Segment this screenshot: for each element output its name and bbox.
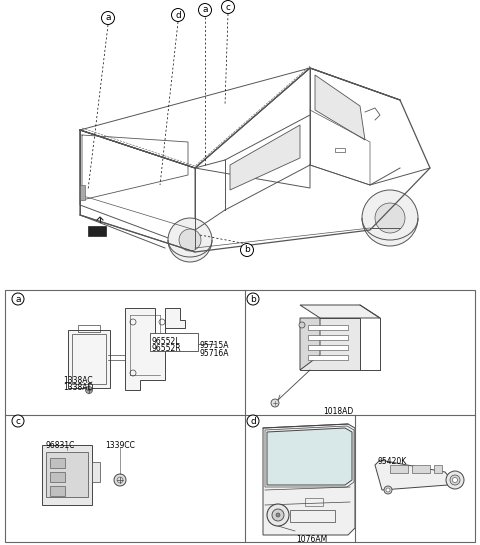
Bar: [412, 465, 430, 473]
Text: c: c: [15, 416, 21, 426]
Circle shape: [384, 486, 392, 494]
Polygon shape: [267, 428, 352, 485]
Text: 95716A: 95716A: [200, 349, 229, 358]
Polygon shape: [300, 318, 360, 370]
Circle shape: [101, 11, 115, 25]
Circle shape: [12, 415, 24, 427]
Polygon shape: [230, 125, 300, 190]
Circle shape: [168, 218, 212, 262]
Bar: [434, 465, 442, 473]
Polygon shape: [300, 305, 380, 318]
Circle shape: [114, 474, 126, 486]
Circle shape: [247, 415, 259, 427]
Circle shape: [386, 488, 390, 492]
Text: 96831C: 96831C: [45, 441, 74, 450]
Circle shape: [221, 1, 235, 14]
Circle shape: [171, 9, 184, 21]
Bar: [290, 510, 335, 522]
Circle shape: [362, 190, 418, 246]
Text: 1338AC: 1338AC: [63, 376, 93, 385]
Polygon shape: [68, 330, 110, 388]
Polygon shape: [315, 75, 365, 140]
Circle shape: [271, 399, 279, 407]
Bar: [88, 226, 106, 236]
Bar: [80, 185, 85, 200]
Text: d: d: [250, 416, 256, 426]
Text: 1018AD: 1018AD: [323, 407, 353, 416]
Text: d: d: [175, 10, 181, 20]
Polygon shape: [125, 308, 185, 390]
Bar: [46, 452, 88, 497]
Polygon shape: [263, 424, 355, 535]
Circle shape: [375, 203, 405, 233]
Circle shape: [453, 477, 457, 482]
Text: 1338AD: 1338AD: [63, 383, 94, 392]
Circle shape: [179, 229, 201, 251]
Circle shape: [199, 3, 212, 16]
Circle shape: [272, 509, 284, 521]
Bar: [335, 148, 345, 152]
Polygon shape: [42, 445, 92, 505]
Text: 1076AM: 1076AM: [296, 535, 327, 544]
Bar: [5, 290, 475, 542]
Bar: [92, 462, 100, 482]
Circle shape: [12, 293, 24, 305]
Bar: [308, 325, 348, 330]
Bar: [390, 465, 408, 473]
Bar: [50, 486, 65, 496]
Text: 96552R: 96552R: [152, 344, 181, 353]
Text: 96552L: 96552L: [152, 337, 180, 346]
Text: 95420K: 95420K: [378, 457, 407, 466]
Bar: [308, 355, 348, 360]
Text: 1339CC: 1339CC: [105, 441, 135, 450]
Text: b: b: [244, 245, 250, 255]
Polygon shape: [375, 460, 450, 490]
Bar: [308, 335, 348, 340]
Circle shape: [240, 244, 253, 257]
Circle shape: [247, 293, 259, 305]
Bar: [50, 472, 65, 482]
Circle shape: [267, 504, 289, 526]
Circle shape: [85, 386, 93, 393]
Text: a: a: [15, 294, 21, 304]
Bar: [150, 333, 198, 351]
Text: a: a: [105, 14, 111, 22]
Text: 95715A: 95715A: [200, 341, 229, 350]
Bar: [305, 498, 323, 506]
Circle shape: [276, 513, 280, 517]
Text: a: a: [202, 5, 208, 15]
Circle shape: [450, 475, 460, 485]
Polygon shape: [300, 318, 320, 370]
Bar: [308, 345, 348, 350]
Circle shape: [446, 471, 464, 489]
Text: c: c: [226, 3, 230, 11]
Text: b: b: [250, 294, 256, 304]
Circle shape: [299, 322, 305, 328]
Bar: [50, 458, 65, 468]
